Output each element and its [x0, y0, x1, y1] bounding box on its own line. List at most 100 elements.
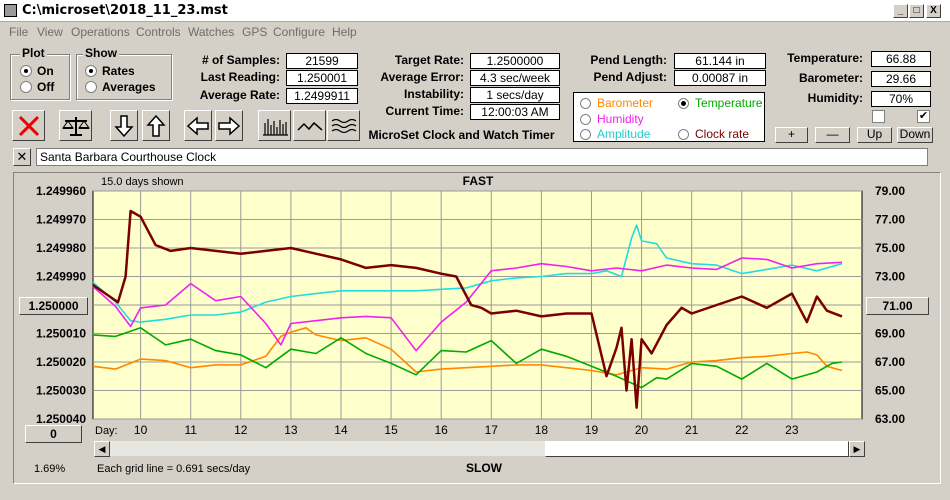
right-tick-label: 63.00	[875, 412, 905, 426]
series-legend: Barometer Temperature Humidity Amplitude…	[573, 92, 765, 142]
menu-operations[interactable]: Operations	[71, 25, 130, 39]
temperature-label: Temperature:	[787, 51, 863, 65]
show-averages-radio[interactable]: Averages	[85, 80, 156, 94]
day-tick-label: 22	[735, 423, 749, 437]
left-tick-label: 1.250040	[36, 412, 86, 426]
barometer-value: 29.66	[871, 71, 931, 87]
multi-wave-icon	[331, 118, 356, 133]
chart-panel	[13, 172, 941, 484]
line-view-button[interactable]	[293, 110, 326, 141]
current-time-label: Current Time:	[385, 104, 464, 118]
legend-barometer[interactable]: Barometer	[580, 96, 653, 110]
right-tick-label: 73.00	[875, 270, 905, 284]
checkbox-left[interactable]	[872, 110, 885, 123]
close-icon: ✕	[16, 149, 28, 164]
up-button[interactable]: Up	[857, 127, 892, 143]
right-tick-label: 77.00	[875, 213, 905, 227]
arrow-down-icon	[114, 114, 134, 137]
bar-view-button[interactable]	[258, 110, 291, 141]
humidity-value: 70%	[871, 91, 931, 107]
legend-amplitude[interactable]: Amplitude	[580, 127, 650, 141]
close-window-button[interactable]: X	[926, 4, 941, 18]
instability-label: Instability:	[403, 87, 464, 101]
smooth-view-button[interactable]	[327, 110, 360, 141]
scroll-left-button[interactable]	[184, 110, 212, 141]
legend-temperature[interactable]: Temperature	[678, 96, 762, 110]
time-scrollbar[interactable]: ◀ ▶	[93, 440, 866, 457]
samples-label: # of Samples:	[201, 53, 280, 67]
series-line-temperature	[92, 326, 843, 389]
day-tick-label: 15	[384, 423, 398, 437]
offset-button[interactable]: 0	[25, 425, 82, 443]
day-tick-label: 20	[635, 423, 649, 437]
radio-empty-icon	[85, 81, 97, 93]
average-rate-label: Average Rate:	[199, 88, 280, 102]
barometer-label: Barometer:	[798, 71, 863, 85]
pend-length-label: Pend Length:	[590, 53, 667, 67]
arrow-up-icon	[146, 114, 166, 137]
radio-empty-icon	[678, 128, 689, 140]
menu-view[interactable]: View	[37, 25, 63, 39]
menu-help[interactable]: Help	[332, 25, 357, 39]
temperature-value: 66.88	[871, 51, 931, 67]
pend-adjust-label: Pend Adjust:	[593, 70, 667, 84]
legend-clock-rate[interactable]: Clock rate	[678, 127, 749, 141]
arrow-left-icon	[186, 115, 209, 136]
menu-file[interactable]: File	[9, 25, 29, 39]
day-tick-label: 10	[134, 423, 148, 437]
minimize-button[interactable]: _	[893, 4, 908, 18]
target-rate-label: Target Rate:	[394, 53, 464, 67]
clock-name-field[interactable]: Santa Barbara Courthouse Clock	[36, 148, 928, 166]
rate-center-button[interactable]: 1.250000	[19, 297, 88, 315]
series-line-clock-rate	[92, 209, 843, 409]
plot-on-radio[interactable]: On	[20, 64, 54, 78]
days-shown-label: 15.0 days shown	[101, 176, 184, 188]
bar-chart-icon	[262, 118, 288, 136]
down-button[interactable]: Down	[897, 127, 933, 143]
scroll-left-arrow-icon[interactable]: ◀	[94, 441, 110, 457]
plot-off-radio[interactable]: Off	[20, 80, 54, 94]
pend-adjust-value: 0.00087 in	[674, 70, 766, 86]
scroll-down-button[interactable]	[110, 110, 138, 141]
samples-value: 21599	[286, 53, 358, 69]
menu-watches[interactable]: Watches	[188, 25, 235, 39]
menu-bar: File View Operations Controls Watches GP…	[0, 23, 950, 41]
left-tick-label: 1.249960	[36, 184, 86, 198]
day-axis-label: Day:	[95, 425, 118, 437]
window-title: C:\microset\2018_11_23.mst	[22, 3, 228, 18]
menu-controls[interactable]: Controls	[136, 25, 181, 39]
stop-button[interactable]	[12, 110, 45, 141]
checkbox-right[interactable]: ✔	[917, 110, 930, 123]
radio-empty-icon	[20, 81, 32, 93]
balance-scale-icon	[61, 116, 90, 136]
grid-note: Each grid line = 0.691 secs/day	[97, 463, 251, 475]
minus-button[interactable]: —	[815, 127, 850, 143]
day-tick-label: 12	[234, 423, 248, 437]
scroll-thumb[interactable]	[545, 441, 849, 457]
menu-gps[interactable]: GPS	[242, 25, 268, 39]
target-rate-value: 1.2500000	[470, 53, 560, 69]
left-tick-label: 1.249980	[36, 241, 86, 255]
maximize-button[interactable]: □	[909, 4, 924, 18]
plus-button[interactable]: +	[775, 127, 808, 143]
close-clock-button[interactable]: ✕	[13, 148, 31, 166]
arrow-right-icon	[218, 115, 241, 136]
fast-label: FAST	[463, 174, 494, 188]
scroll-right-arrow-icon[interactable]: ▶	[849, 441, 865, 457]
legend-humidity[interactable]: Humidity	[580, 112, 644, 126]
day-tick-label: 16	[434, 423, 448, 437]
scroll-right-button[interactable]	[215, 110, 243, 141]
radio-selected-icon	[20, 65, 32, 77]
show-group	[76, 54, 172, 100]
day-tick-label: 11	[184, 423, 197, 437]
show-group-label: Show	[83, 46, 119, 60]
balance-button[interactable]	[59, 110, 92, 141]
day-tick-label: 19	[585, 423, 599, 437]
left-tick-label: 1.250010	[36, 327, 86, 341]
temp-center-button[interactable]: 71.00	[866, 297, 929, 315]
scroll-up-button[interactable]	[142, 110, 170, 141]
day-tick-label: 23	[785, 423, 799, 437]
show-rates-radio[interactable]: Rates	[85, 64, 135, 78]
menu-configure[interactable]: Configure	[273, 25, 326, 39]
